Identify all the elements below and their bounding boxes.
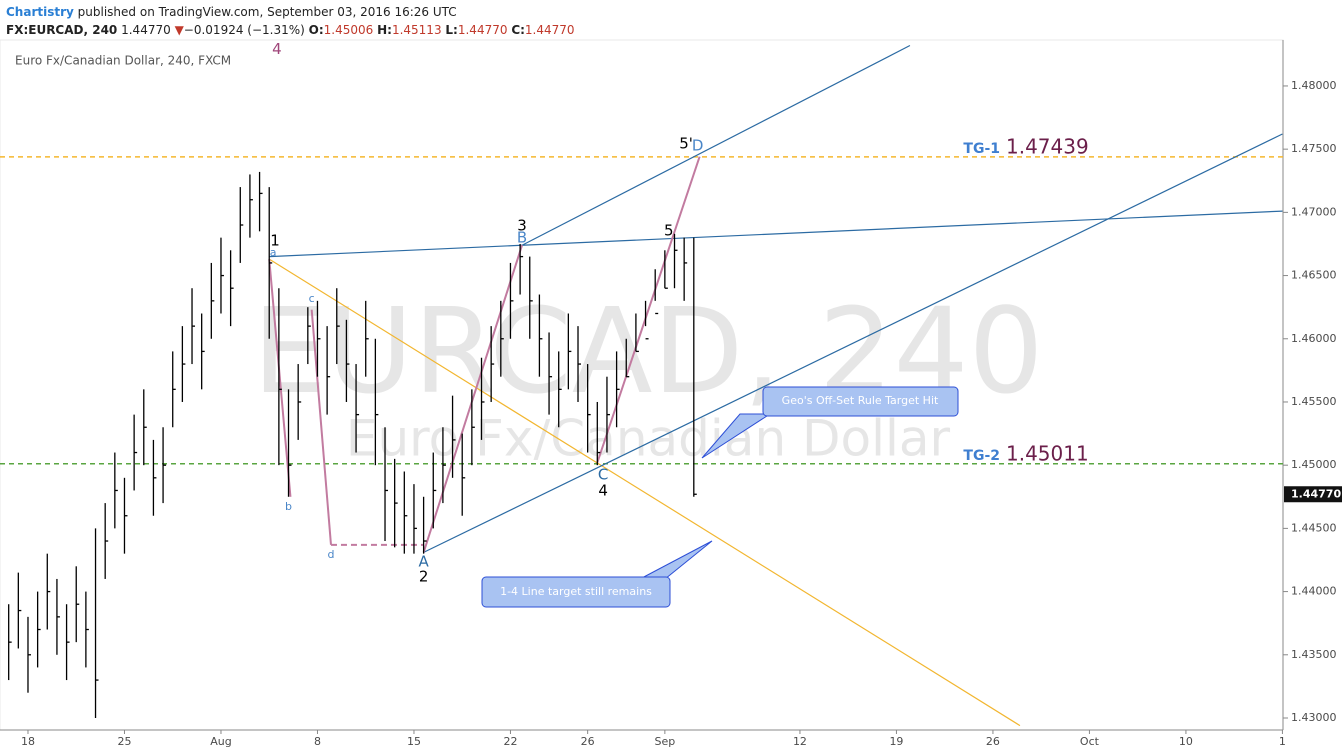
- marks: 1.43000 1.43500 1.44000 1.44500 1.45000 1.455…: [0, 40, 1342, 748]
- high: 1.45113: [392, 23, 442, 37]
- wave-label: 1: [270, 231, 280, 249]
- arrow: ▼: [175, 23, 185, 37]
- wave-label: D: [692, 136, 704, 154]
- wave-label: 5: [664, 221, 674, 239]
- y-tick-label: 1.44000: [1291, 585, 1337, 598]
- last: 1.44770: [121, 23, 171, 37]
- callout: 1-4 Line target still remains: [481, 540, 713, 608]
- low-label: L:: [445, 23, 457, 37]
- wave-label: 2: [419, 568, 429, 586]
- wave-label: 5': [679, 134, 693, 152]
- level-name: TG-2: [963, 448, 1000, 464]
- x-tick-label: 18: [21, 735, 35, 748]
- callout: Geo's Off-Set Rule Target Hit: [701, 386, 959, 459]
- x-tick-label: 15: [407, 735, 421, 748]
- header-line: Chartistry published on TradingView.com,…: [6, 5, 457, 19]
- x-tick-label: Sep: [654, 735, 675, 748]
- x-tick-label: 12: [793, 735, 807, 748]
- x-tick-label: Oct: [1080, 735, 1100, 748]
- plot-area: [0, 39, 1284, 731]
- wave-label: 4: [272, 40, 282, 58]
- wave-label: d: [327, 548, 334, 561]
- trendline: [268, 258, 1021, 727]
- level-value: 1.47439: [1006, 134, 1089, 158]
- callout-pointer: [701, 413, 772, 459]
- trendline: [596, 156, 701, 463]
- x-tick-label: 8: [314, 735, 321, 748]
- trendline: [310, 309, 332, 545]
- level-name: TG-1: [963, 141, 1000, 157]
- chart-title: Euro Fx/Canadian Dollar, 240, FXCM: [15, 54, 231, 68]
- wave-label: 4: [598, 481, 608, 499]
- level-value: 1.45011: [1006, 441, 1089, 465]
- callout-box: [762, 386, 959, 417]
- y-tick-label: 1.47000: [1291, 205, 1337, 218]
- wave-label: b: [285, 500, 292, 513]
- trendline: [269, 210, 1283, 258]
- low: 1.44770: [458, 23, 508, 37]
- y-tick-label: 1.47500: [1291, 142, 1337, 155]
- change: −0.01924 (−1.31%): [184, 23, 305, 37]
- high-label: H:: [377, 23, 392, 37]
- wave-label: C: [598, 466, 608, 484]
- published: published on TradingView.com, September …: [78, 5, 457, 19]
- x-tick-label: 22: [503, 735, 517, 748]
- close-label: C:: [511, 23, 525, 37]
- trendline: [521, 44, 911, 246]
- y-tick-label: 1.46500: [1291, 269, 1337, 282]
- x-tick-label: 1: [1279, 735, 1286, 748]
- y-tick-label: 1.45000: [1291, 458, 1337, 471]
- y-tick-label: 1.44500: [1291, 521, 1337, 534]
- open-label: O:: [309, 23, 324, 37]
- last-price-label: 1.44770: [1291, 487, 1341, 500]
- x-tick-label: 25: [117, 735, 131, 748]
- x-tick-label: 10: [1179, 735, 1193, 748]
- watermark-subtitle: Euro Fx/Canadian Dollar: [346, 410, 951, 468]
- wave-label: A: [418, 553, 429, 571]
- close: 1.44770: [525, 23, 575, 37]
- y-tick-label: 1.46000: [1291, 332, 1337, 345]
- wave-label: B: [517, 229, 527, 247]
- trendline: [268, 259, 292, 497]
- trendline: [422, 244, 523, 553]
- symbol: FX:EURCAD, 240: [6, 23, 117, 37]
- x-tick-label: 26: [986, 735, 1000, 748]
- callout-text: 1-4 Line target still remains: [500, 585, 652, 598]
- wave-label: a: [270, 246, 277, 259]
- y-tick-label: 1.48000: [1291, 79, 1337, 92]
- wave-label: c: [309, 292, 315, 305]
- y-tick-label: 1.43000: [1291, 711, 1337, 724]
- callout-box: [481, 576, 671, 608]
- x-tick-label: 19: [889, 735, 903, 748]
- publisher[interactable]: Chartistry: [6, 5, 74, 19]
- x-tick-label: Aug: [210, 735, 231, 748]
- trendline: [423, 133, 1283, 553]
- wave-label: 3: [517, 217, 527, 235]
- y-tick-label: 1.43500: [1291, 648, 1337, 661]
- x-tick-label: 26: [581, 735, 595, 748]
- callout-text: Geo's Off-Set Rule Target Hit: [782, 394, 939, 407]
- last-price-tag: [1284, 486, 1342, 503]
- y-tick-label: 1.45500: [1291, 395, 1337, 408]
- ohlc-line: FX:EURCAD, 240 1.44770 ▼−0.01924 (−1.31%…: [6, 23, 575, 37]
- open: 1.45006: [324, 23, 374, 37]
